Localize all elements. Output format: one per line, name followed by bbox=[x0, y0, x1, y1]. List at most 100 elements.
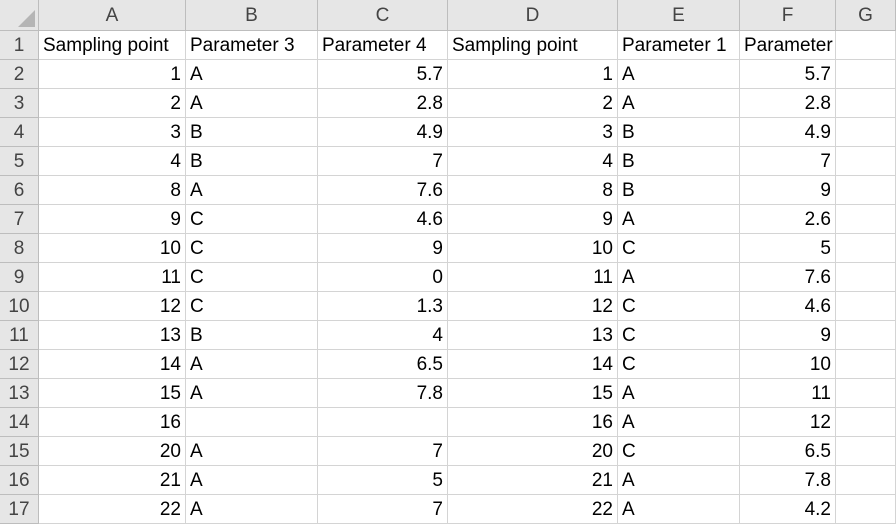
cell-e14[interactable]: A bbox=[618, 408, 740, 437]
cell-b3[interactable]: A bbox=[186, 89, 318, 118]
row-header[interactable]: 7 bbox=[0, 205, 39, 234]
cell-e10[interactable]: C bbox=[618, 292, 740, 321]
cell-b6[interactable]: A bbox=[186, 176, 318, 205]
cell-f2[interactable]: 5.7 bbox=[740, 60, 836, 89]
row-header[interactable]: 12 bbox=[0, 350, 39, 379]
column-header-e[interactable]: E bbox=[618, 0, 740, 31]
cell-d4[interactable]: 3 bbox=[448, 118, 618, 147]
cell-d8[interactable]: 10 bbox=[448, 234, 618, 263]
column-header-a[interactable]: A bbox=[39, 0, 186, 31]
cell-d14[interactable]: 16 bbox=[448, 408, 618, 437]
cell-a1[interactable]: Sampling point bbox=[39, 31, 186, 60]
cell-c13[interactable]: 7.8 bbox=[318, 379, 448, 408]
cell-e15[interactable]: C bbox=[618, 437, 740, 466]
column-header-g[interactable]: G bbox=[836, 0, 896, 31]
column-header-f[interactable]: F bbox=[740, 0, 836, 31]
row-header[interactable]: 10 bbox=[0, 292, 39, 321]
cell-a5[interactable]: 4 bbox=[39, 147, 186, 176]
cell-e4[interactable]: B bbox=[618, 118, 740, 147]
cell-d2[interactable]: 1 bbox=[448, 60, 618, 89]
cell-f5[interactable]: 7 bbox=[740, 147, 836, 176]
row-header[interactable]: 1 bbox=[0, 31, 39, 60]
row-header[interactable]: 9 bbox=[0, 263, 39, 292]
cell-f9[interactable]: 7.6 bbox=[740, 263, 836, 292]
cell-f16[interactable]: 7.8 bbox=[740, 466, 836, 495]
cell-b17[interactable]: A bbox=[186, 495, 318, 524]
cell-a8[interactable]: 10 bbox=[39, 234, 186, 263]
column-header-d[interactable]: D bbox=[448, 0, 618, 31]
cell-f11[interactable]: 9 bbox=[740, 321, 836, 350]
cell-g2[interactable] bbox=[836, 60, 896, 89]
cell-c17[interactable]: 7 bbox=[318, 495, 448, 524]
cell-c7[interactable]: 4.6 bbox=[318, 205, 448, 234]
cell-a11[interactable]: 13 bbox=[39, 321, 186, 350]
cell-a14[interactable]: 16 bbox=[39, 408, 186, 437]
column-header-c[interactable]: C bbox=[318, 0, 448, 31]
cell-a12[interactable]: 14 bbox=[39, 350, 186, 379]
cell-g13[interactable] bbox=[836, 379, 896, 408]
cell-d9[interactable]: 11 bbox=[448, 263, 618, 292]
row-header[interactable]: 2 bbox=[0, 60, 39, 89]
cell-g1[interactable] bbox=[836, 31, 896, 60]
cell-b13[interactable]: A bbox=[186, 379, 318, 408]
cell-b14[interactable] bbox=[186, 408, 318, 437]
cell-f14[interactable]: 12 bbox=[740, 408, 836, 437]
cell-b4[interactable]: B bbox=[186, 118, 318, 147]
cell-e13[interactable]: A bbox=[618, 379, 740, 408]
cell-f10[interactable]: 4.6 bbox=[740, 292, 836, 321]
cell-e12[interactable]: C bbox=[618, 350, 740, 379]
cell-a4[interactable]: 3 bbox=[39, 118, 186, 147]
cell-a16[interactable]: 21 bbox=[39, 466, 186, 495]
cell-c16[interactable]: 5 bbox=[318, 466, 448, 495]
cell-b10[interactable]: C bbox=[186, 292, 318, 321]
row-header[interactable]: 15 bbox=[0, 437, 39, 466]
cell-f17[interactable]: 4.2 bbox=[740, 495, 836, 524]
cell-c4[interactable]: 4.9 bbox=[318, 118, 448, 147]
cell-d3[interactable]: 2 bbox=[448, 89, 618, 118]
cell-b1[interactable]: Parameter 3 bbox=[186, 31, 318, 60]
cell-c6[interactable]: 7.6 bbox=[318, 176, 448, 205]
cell-g12[interactable] bbox=[836, 350, 896, 379]
cell-f1[interactable]: Parameter 2 bbox=[740, 31, 836, 60]
cell-g15[interactable] bbox=[836, 437, 896, 466]
row-header[interactable]: 3 bbox=[0, 89, 39, 118]
row-header[interactable]: 4 bbox=[0, 118, 39, 147]
cell-e9[interactable]: A bbox=[618, 263, 740, 292]
cell-g14[interactable] bbox=[836, 408, 896, 437]
cell-g10[interactable] bbox=[836, 292, 896, 321]
row-header[interactable]: 14 bbox=[0, 408, 39, 437]
cell-b2[interactable]: A bbox=[186, 60, 318, 89]
cell-g16[interactable] bbox=[836, 466, 896, 495]
cell-c8[interactable]: 9 bbox=[318, 234, 448, 263]
cell-e2[interactable]: A bbox=[618, 60, 740, 89]
cell-a6[interactable]: 8 bbox=[39, 176, 186, 205]
cell-b5[interactable]: B bbox=[186, 147, 318, 176]
cell-c5[interactable]: 7 bbox=[318, 147, 448, 176]
cell-g17[interactable] bbox=[836, 495, 896, 524]
cell-b16[interactable]: A bbox=[186, 466, 318, 495]
cell-g9[interactable] bbox=[836, 263, 896, 292]
cell-f8[interactable]: 5 bbox=[740, 234, 836, 263]
cell-d5[interactable]: 4 bbox=[448, 147, 618, 176]
cell-d11[interactable]: 13 bbox=[448, 321, 618, 350]
row-header[interactable]: 8 bbox=[0, 234, 39, 263]
cell-d7[interactable]: 9 bbox=[448, 205, 618, 234]
cell-g11[interactable] bbox=[836, 321, 896, 350]
cell-g4[interactable] bbox=[836, 118, 896, 147]
cell-g3[interactable] bbox=[836, 89, 896, 118]
cell-f15[interactable]: 6.5 bbox=[740, 437, 836, 466]
column-header-b[interactable]: B bbox=[186, 0, 318, 31]
cell-c2[interactable]: 5.7 bbox=[318, 60, 448, 89]
cell-d12[interactable]: 14 bbox=[448, 350, 618, 379]
row-header[interactable]: 5 bbox=[0, 147, 39, 176]
cell-c12[interactable]: 6.5 bbox=[318, 350, 448, 379]
cell-d10[interactable]: 12 bbox=[448, 292, 618, 321]
cell-g7[interactable] bbox=[836, 205, 896, 234]
cell-b9[interactable]: C bbox=[186, 263, 318, 292]
cell-e3[interactable]: A bbox=[618, 89, 740, 118]
row-header[interactable]: 17 bbox=[0, 495, 39, 524]
cell-d13[interactable]: 15 bbox=[448, 379, 618, 408]
cell-c1[interactable]: Parameter 4 bbox=[318, 31, 448, 60]
cell-f3[interactable]: 2.8 bbox=[740, 89, 836, 118]
